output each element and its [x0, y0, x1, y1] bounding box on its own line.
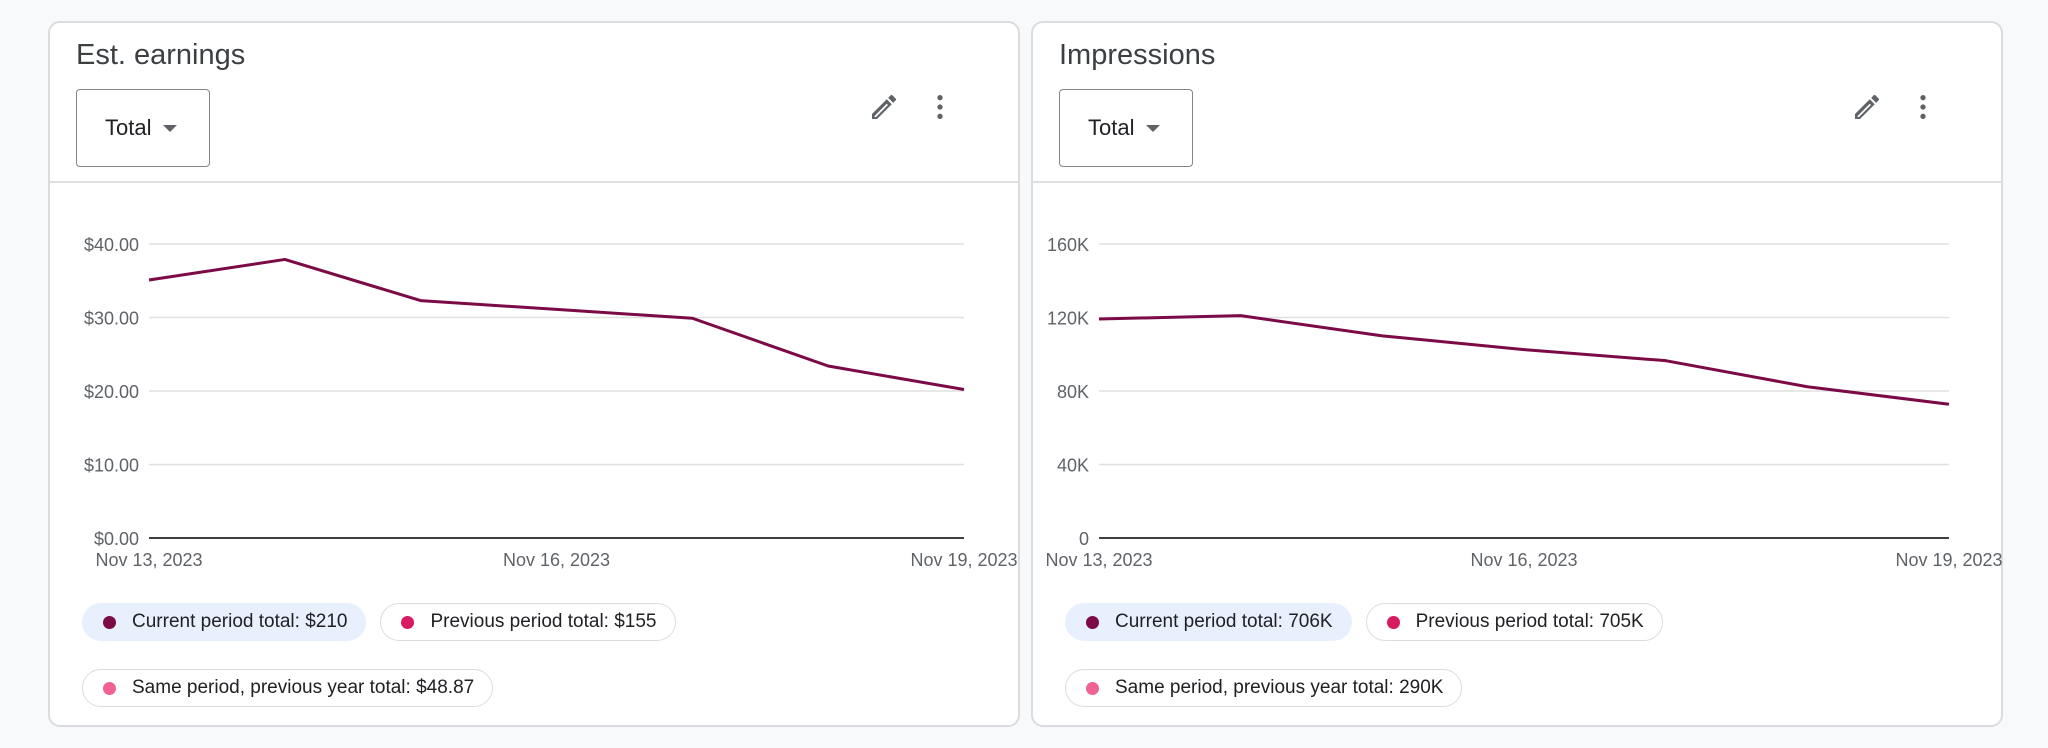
- current-period-line: [1098, 314, 1950, 406]
- impressions-line-chart: 0 40K 80K 120K 160K Nov 13, 2023 Nov 16, 2023 N…: [1045, 235, 2002, 570]
- legend-dot-icon: [103, 615, 116, 629]
- legend-dot-icon: [1386, 615, 1400, 629]
- y-tick-label: 0: [1079, 529, 1089, 549]
- impressions-card: Impressions Total 0 40K 80K 120K 160K Nov 13,…: [1031, 21, 2003, 727]
- y-tick-label: 40K: [1057, 456, 1089, 476]
- legend-label: Previous period total: $155: [430, 611, 657, 632]
- dropdown-value: Total: [1088, 115, 1135, 140]
- edit-button[interactable]: [1845, 85, 1889, 129]
- legend-label: Current period total: 706K: [1115, 611, 1333, 632]
- y-tick-label: 160K: [1047, 235, 1089, 255]
- legend-chip[interactable]: Same period, previous year total: 290K: [1065, 669, 1463, 707]
- legend-chip[interactable]: Current period total: $210: [82, 603, 367, 641]
- y-tick-label: $10.00: [84, 456, 139, 476]
- legend-chip[interactable]: Previous period total: $155: [380, 603, 676, 641]
- est-earnings-card: Est. earnings Total $0.00 $10.00 $20.00 $30…: [48, 21, 1020, 727]
- y-tick-label: $30.00: [84, 309, 139, 329]
- total-dropdown[interactable]: Total: [1059, 89, 1193, 167]
- x-tick-label: Nov 13, 2023: [1045, 550, 1152, 570]
- x-tick-label: Nov 16, 2023: [1470, 550, 1577, 570]
- header-divider: [1033, 181, 2001, 183]
- more-vert-icon: [937, 95, 943, 119]
- current-period-line: [148, 257, 965, 392]
- caret-down-icon: [163, 124, 178, 132]
- y-tick-label: $40.00: [84, 235, 139, 255]
- total-dropdown[interactable]: Total: [76, 89, 210, 167]
- legend-label: Same period, previous year total: $48.87: [132, 677, 475, 698]
- more-vert-icon: [1920, 95, 1926, 119]
- legend: Current period total: $210 Previous perio…: [82, 603, 982, 707]
- x-tick-label: Nov 19, 2023: [910, 550, 1017, 570]
- y-tick-label: $20.00: [84, 382, 139, 402]
- legend-label: Same period, previous year total: 290K: [1115, 677, 1444, 698]
- legend-label: Previous period total: 705K: [1415, 611, 1644, 632]
- legend-dot-icon: [1086, 615, 1099, 629]
- pencil-icon: [872, 94, 897, 119]
- legend-dot-icon: [1086, 681, 1099, 695]
- dropdown-value: Total: [105, 115, 152, 140]
- legend-chip[interactable]: Current period total: 706K: [1065, 603, 1352, 641]
- x-tick-label: Nov 16, 2023: [503, 550, 610, 570]
- y-tick-label: $0.00: [94, 529, 139, 549]
- legend-dot-icon: [401, 615, 415, 629]
- x-tick-label: Nov 19, 2023: [1895, 550, 2002, 570]
- more-options-button[interactable]: [918, 85, 962, 129]
- earnings-line-chart: $0.00 $10.00 $20.00 $30.00 $40.00 Nov 13, 202…: [84, 235, 1018, 570]
- pencil-icon: [1855, 94, 1880, 119]
- card-title: Impressions: [1059, 39, 1216, 71]
- caret-down-icon: [1146, 124, 1161, 132]
- header-divider: [50, 181, 1018, 183]
- y-tick-label: 120K: [1047, 309, 1089, 329]
- x-tick-label: Nov 13, 2023: [95, 550, 202, 570]
- edit-button[interactable]: [862, 85, 906, 129]
- legend-chip[interactable]: Same period, previous year total: $48.87: [82, 669, 494, 707]
- more-options-button[interactable]: [1901, 85, 1945, 129]
- legend-chip[interactable]: Previous period total: 705K: [1365, 603, 1663, 641]
- y-tick-label: 80K: [1057, 382, 1089, 402]
- card-title: Est. earnings: [76, 39, 246, 71]
- legend-dot-icon: [103, 681, 116, 695]
- legend: Current period total: 706K Previous perio…: [1065, 603, 1965, 707]
- legend-label: Current period total: $210: [132, 611, 348, 632]
